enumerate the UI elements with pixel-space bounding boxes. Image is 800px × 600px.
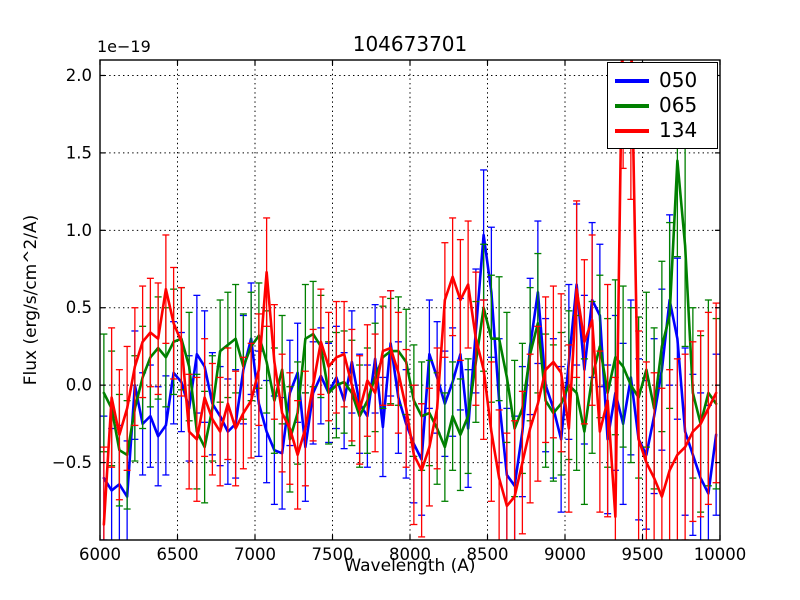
y-tick-label: 1.5 — [66, 143, 92, 162]
x-tick-label: 7500 — [312, 545, 354, 564]
legend: 050 065 134 — [607, 62, 718, 149]
x-tick-label: 10000 — [694, 545, 747, 564]
legend-line-sample-red — [615, 128, 649, 133]
y-tick-label: 0.5 — [66, 298, 92, 317]
x-tick-label: 8500 — [467, 545, 509, 564]
legend-entry-134: 134 — [615, 118, 711, 143]
legend-label: 050 — [659, 68, 698, 92]
y-axis-offset-text: 1e−19 — [97, 37, 151, 56]
x-tick-label: 6500 — [157, 545, 199, 564]
x-tick-label: 9500 — [622, 545, 664, 564]
x-tick-label: 8000 — [389, 545, 431, 564]
series-line-134 — [102, 60, 718, 526]
y-tick-label: 2.0 — [66, 66, 92, 85]
x-tick-label: 6000 — [79, 545, 121, 564]
series-line-065 — [102, 159, 718, 457]
y-tick-labels: 2.0 1.5 1.0 0.5 0.0 −0.5 — [52, 66, 92, 472]
plot-title: 104673701 — [352, 32, 468, 56]
y-tick-label: 0.0 — [66, 376, 92, 395]
x-axis-label: Wavelength (A) — [344, 556, 476, 576]
legend-entry-050: 050 — [615, 68, 711, 93]
x-tick-label: 9000 — [544, 545, 586, 564]
y-tick-label: −0.5 — [52, 453, 92, 472]
legend-line-sample-blue — [615, 78, 649, 83]
x-tick-label: 7000 — [234, 545, 276, 564]
y-axis-label: Flux (erg/s/cm^2/A) — [21, 214, 41, 386]
legend-entry-065: 065 — [615, 93, 711, 118]
x-tick-labels: 6000 6500 7000 7500 8000 8500 9000 9500 10000 — [79, 545, 746, 564]
legend-label: 134 — [659, 118, 698, 142]
legend-label: 065 — [659, 93, 698, 117]
y-tick-label: 1.0 — [66, 221, 92, 240]
legend-line-sample-green — [615, 103, 649, 108]
